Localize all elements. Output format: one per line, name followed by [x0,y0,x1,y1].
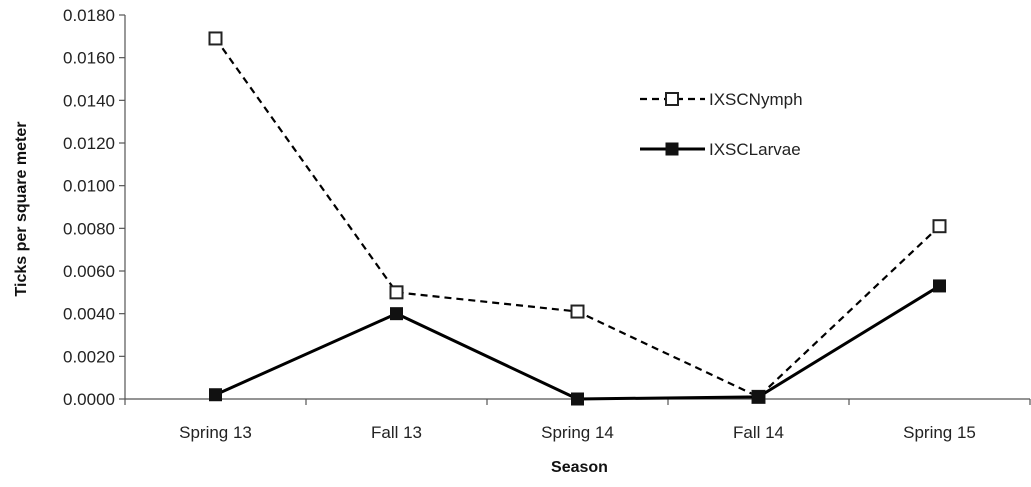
data-point [752,390,765,404]
series-line [214,284,941,401]
series-line [214,37,941,398]
data-point [571,392,584,406]
y-tick-label: 0.0120 [63,134,115,153]
y-tick-label: 0.0040 [63,305,115,324]
x-tick-label: Fall 14 [733,423,784,442]
x-tick-label: Fall 13 [371,423,422,442]
data-point [933,279,946,293]
legend: IXSCNymph IXSCLarvae [640,90,803,159]
series-layer [208,31,947,406]
y-tick-label: 0.0180 [63,6,115,25]
x-tick-label: Spring 13 [179,423,252,442]
data-point [209,388,222,402]
legend-label: IXSCLarvae [709,140,801,159]
y-tick-label: 0.0000 [63,390,115,409]
y-tick-label: 0.0140 [63,91,115,110]
y-tick-label: 0.0080 [63,219,115,238]
data-point [390,307,403,321]
y-tick-label: 0.0100 [63,177,115,196]
data-point [932,219,947,234]
x-axis-ticks: Spring 13 Fall 13 Spring 14 Fall 14 Spring 1… [124,399,1031,442]
legend-label: IXSCNymph [709,90,803,109]
y-axis-ticks: 0.0000 0.0020 0.0040 0.0060 0.0080 0.0100 0.01… [63,6,125,409]
y-tick-label: 0.0160 [63,49,115,68]
series-IXSCLarvae [209,279,946,406]
data-point [570,304,585,319]
y-tick-label: 0.0020 [63,347,115,366]
x-axis-title: Season [551,459,608,476]
legend-item: IXSCNymph [640,90,803,109]
legend-item: IXSCLarvae [640,140,801,159]
legend-marker [665,142,679,156]
x-tick-label: Spring 14 [541,423,614,442]
data-point [208,31,223,46]
data-point [389,285,404,300]
y-tick-label: 0.0060 [63,262,115,281]
legend-marker [665,92,679,106]
y-axis-title: Ticks per square meter [13,122,30,297]
x-tick-label: Spring 15 [903,423,976,442]
